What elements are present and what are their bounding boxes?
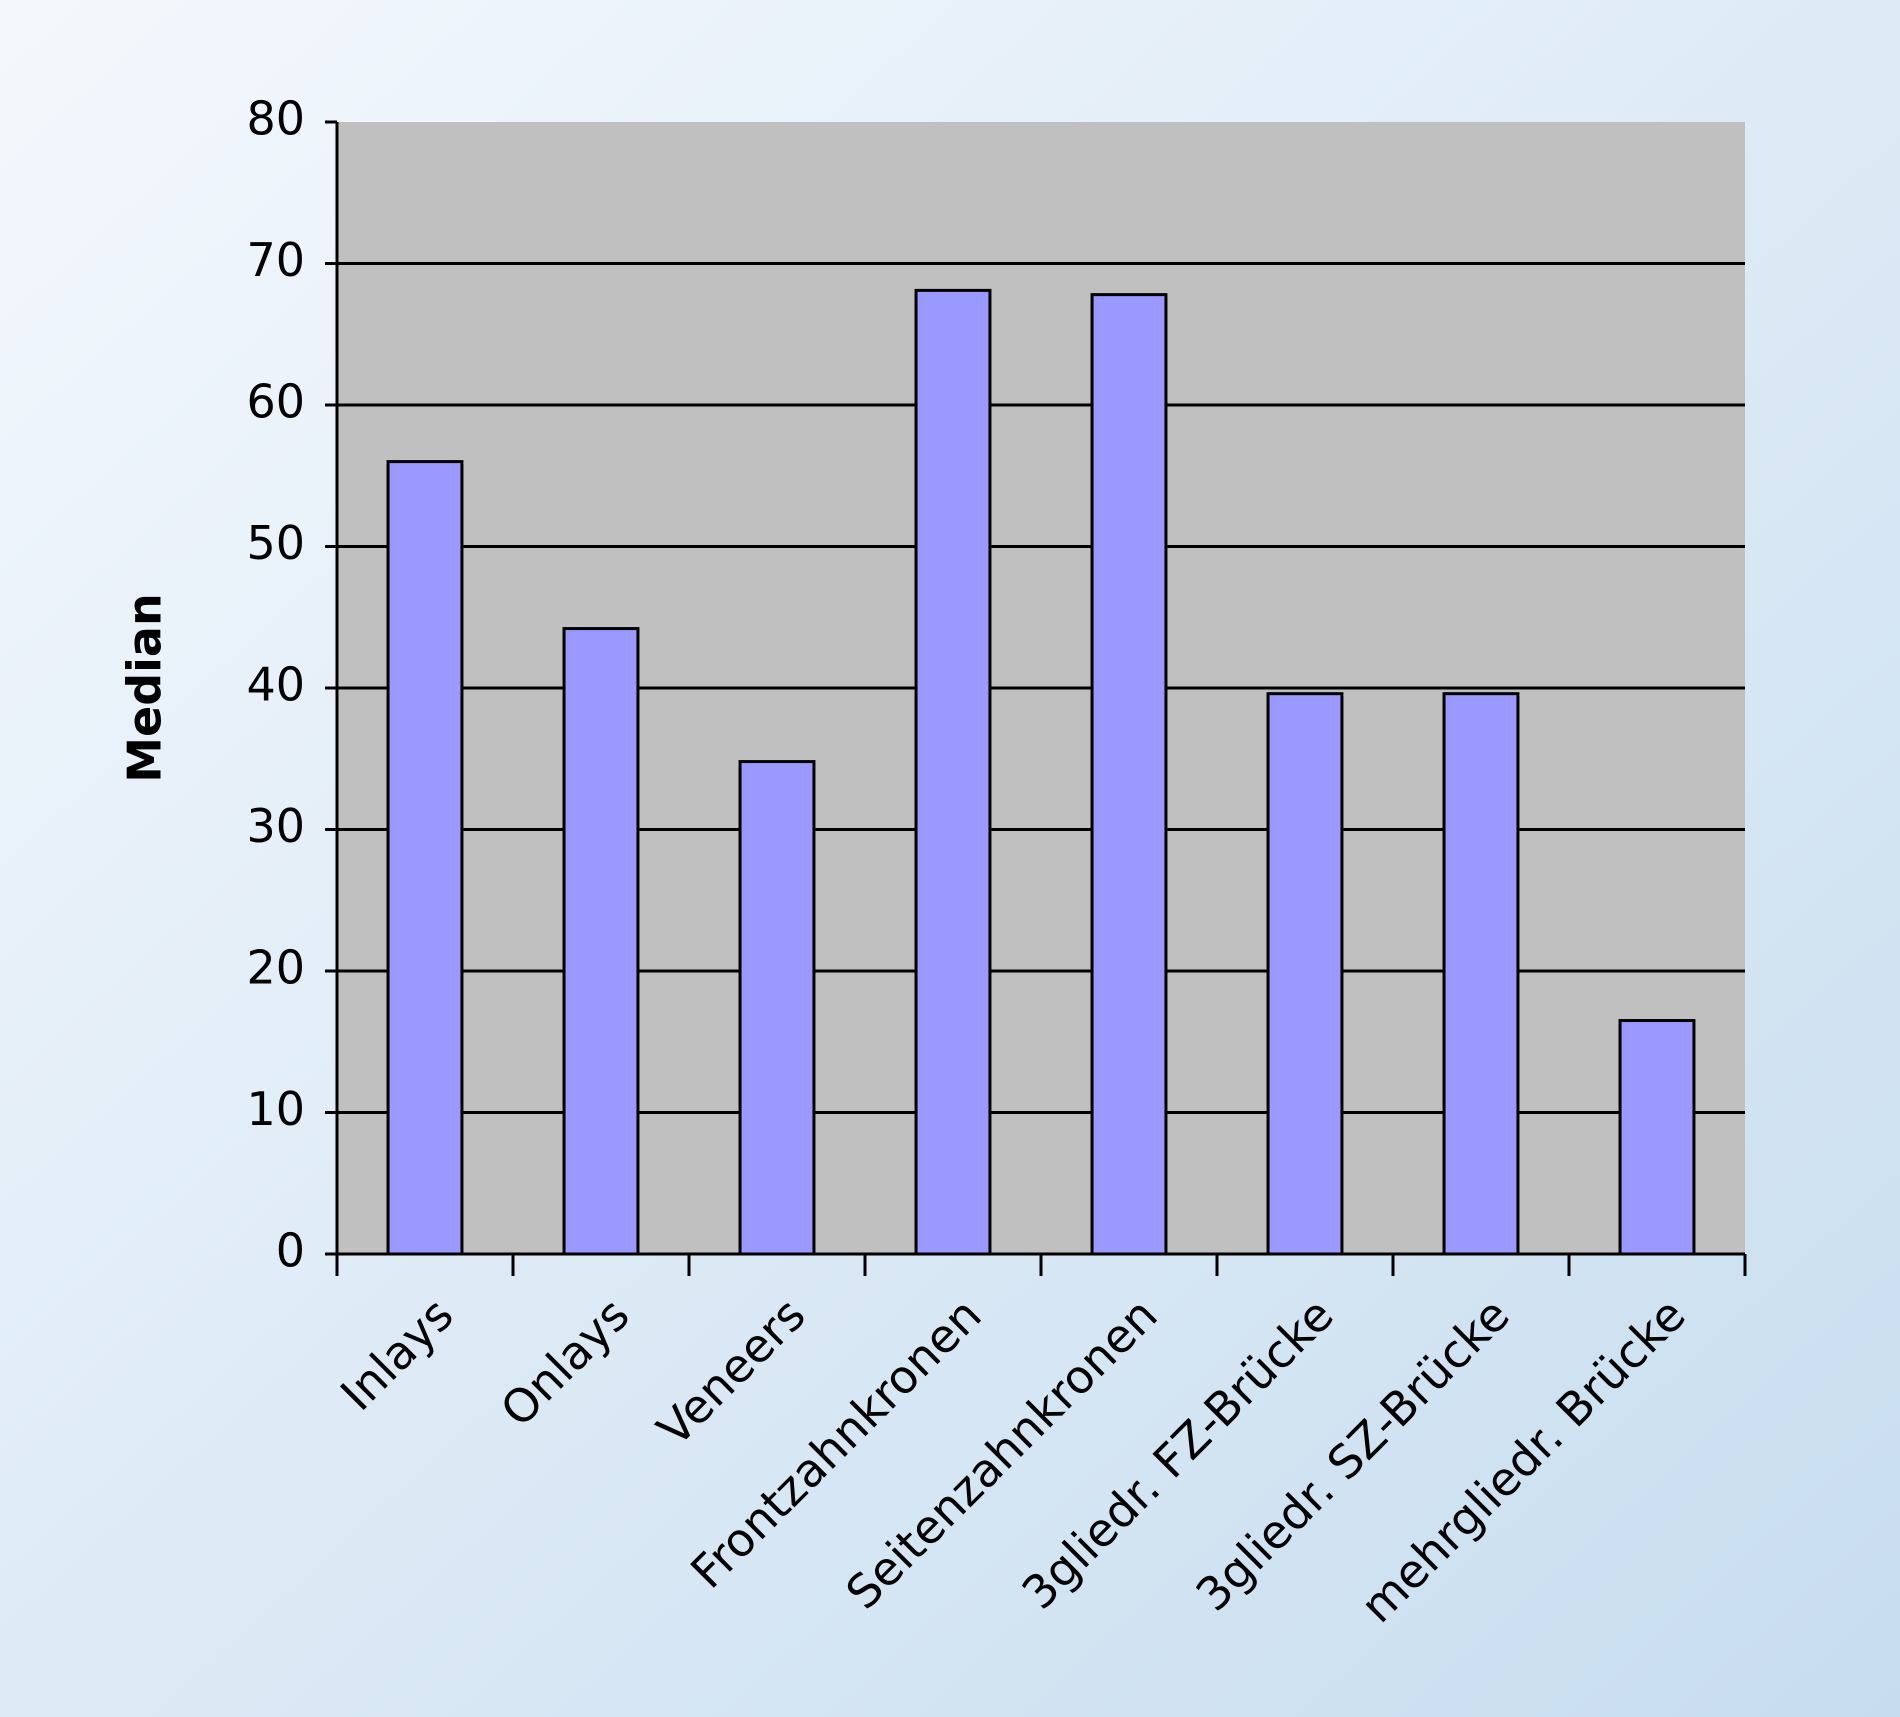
bar <box>1442 692 1520 1256</box>
y-tick-label: 70 <box>246 233 305 287</box>
y-tick-label: 0 <box>276 1224 305 1278</box>
y-tick-label: 20 <box>246 941 305 995</box>
bar <box>1618 1019 1696 1256</box>
y-axis-label: Median <box>118 593 172 782</box>
y-tick-label: 40 <box>246 658 305 712</box>
bar <box>1266 692 1344 1256</box>
y-tick-label: 10 <box>246 1082 305 1136</box>
y-tick-label: 60 <box>246 375 305 429</box>
y-tick-label: 80 <box>246 92 305 146</box>
y-tick-label: 50 <box>246 516 305 570</box>
bar <box>386 460 464 1256</box>
bar <box>738 760 816 1256</box>
bar <box>1090 293 1168 1256</box>
bar <box>562 627 640 1256</box>
y-tick-label: 30 <box>246 799 305 853</box>
bar <box>914 288 992 1256</box>
